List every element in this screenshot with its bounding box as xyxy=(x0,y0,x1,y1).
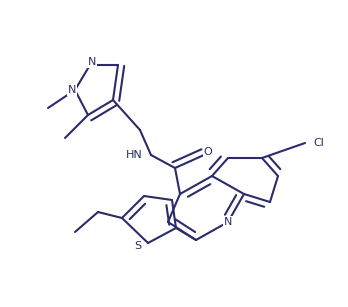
Text: S: S xyxy=(134,241,142,251)
Text: N: N xyxy=(68,85,76,95)
Text: N: N xyxy=(224,217,232,227)
Text: O: O xyxy=(204,147,212,157)
Text: Cl: Cl xyxy=(313,138,324,148)
Text: HN: HN xyxy=(126,150,143,160)
Text: N: N xyxy=(88,57,96,67)
